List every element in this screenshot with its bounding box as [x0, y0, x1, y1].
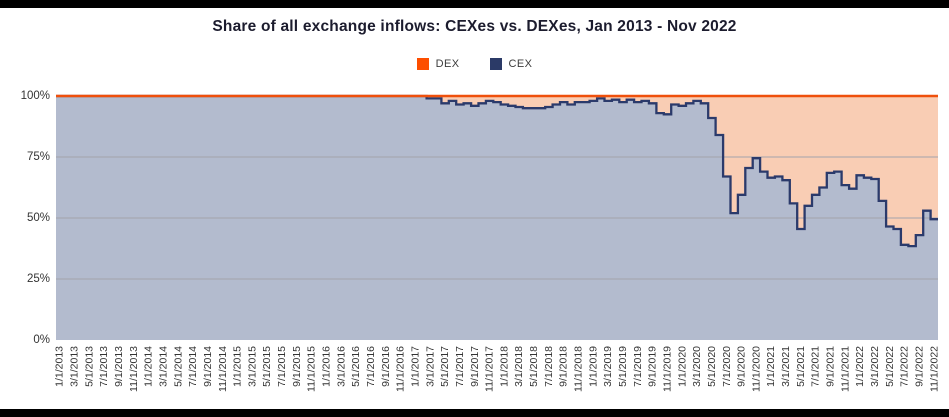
x-tick-label: 11/1/2019: [662, 346, 674, 392]
x-tick-label: 11/1/2016: [395, 346, 407, 392]
x-tick-label: 9/1/2013: [113, 346, 125, 387]
x-tick-label: 1/1/2014: [143, 346, 155, 387]
x-tick-label: 11/1/2018: [573, 346, 585, 392]
x-tick-label: 3/1/2017: [424, 346, 436, 387]
x-tick-label: 1/1/2020: [676, 346, 688, 387]
legend: DEX CEX: [0, 58, 949, 70]
x-tick-label: 9/1/2019: [647, 346, 659, 387]
x-tick-label: 11/1/2020: [750, 346, 762, 392]
x-tick-label: 3/1/2015: [246, 346, 258, 387]
x-tick-label: 1/1/2022: [854, 346, 866, 387]
x-tick-label: 7/1/2014: [187, 346, 199, 387]
x-tick-label: 7/1/2019: [632, 346, 644, 387]
x-tick-label: 5/1/2021: [795, 346, 807, 387]
x-tick-label: 1/1/2018: [498, 346, 510, 387]
x-tick-label: 11/1/2014: [217, 346, 229, 392]
x-tick-label: 3/1/2020: [691, 346, 703, 387]
x-tick-label: 1/1/2017: [410, 346, 422, 387]
x-tick-label: 3/1/2014: [158, 346, 170, 387]
legend-label-dex: DEX: [435, 58, 460, 70]
x-tick-label: 3/1/2022: [869, 346, 881, 387]
x-tick-label: 9/1/2014: [202, 346, 214, 387]
dex-swatch-icon: [416, 58, 429, 70]
x-tick-label: 5/1/2014: [172, 346, 184, 387]
y-tick-label: 0%: [33, 334, 50, 346]
x-tick-label: 3/1/2016: [335, 346, 347, 387]
x-tick-label: 3/1/2019: [602, 346, 614, 387]
x-tick-label: 11/1/2013: [128, 346, 140, 392]
x-tick-label: 9/1/2020: [736, 346, 748, 387]
legend-label-cex: CEX: [508, 58, 533, 70]
x-tick-label: 11/1/2021: [839, 346, 851, 392]
x-tick-label: 5/1/2022: [884, 346, 896, 387]
x-tick-label: 3/1/2013: [69, 346, 81, 387]
y-tick-label: 75%: [27, 151, 50, 163]
chart-canvas: 100%75%50%25%0%1/1/2013 3/1/2013 5/1/2013 7…: [21, 90, 941, 392]
x-tick-label: 5/1/2013: [83, 346, 95, 387]
x-tick-label: 7/1/2018: [543, 346, 555, 387]
x-tick-label: 1/1/2021: [765, 346, 777, 387]
x-tick-label: 5/1/2015: [261, 346, 273, 387]
legend-item-cex: CEX: [489, 58, 533, 70]
x-tick-label: 11/1/2022: [928, 346, 940, 392]
x-tick-label: 9/1/2015: [291, 346, 303, 387]
x-tick-label: 9/1/2022: [914, 346, 926, 387]
chart-title: Share of all exchange inflows: CEXes vs.…: [212, 18, 737, 35]
x-tick-label: 7/1/2013: [98, 346, 110, 387]
x-tick-label: 9/1/2021: [825, 346, 837, 387]
x-tick-label: 9/1/2017: [469, 346, 481, 387]
y-tick-label: 25%: [27, 273, 50, 285]
x-tick-label: 5/1/2018: [528, 346, 540, 387]
x-tick-label: 5/1/2017: [439, 346, 451, 387]
x-tick-label: 9/1/2016: [380, 346, 392, 387]
x-tick-label: 1/1/2019: [587, 346, 599, 387]
x-tick-label: 11/1/2017: [484, 346, 496, 392]
y-tick-label: 50%: [27, 212, 50, 224]
x-tick-label: 11/1/2015: [306, 346, 318, 392]
x-tick-label: 5/1/2016: [350, 346, 362, 387]
x-tick-label: 3/1/2021: [780, 346, 792, 387]
x-tick-label: 5/1/2019: [617, 346, 629, 387]
x-tick-label: 3/1/2018: [513, 346, 525, 387]
y-tick-label: 100%: [21, 90, 50, 102]
x-tick-label: 7/1/2017: [454, 346, 466, 387]
cex-swatch-icon: [489, 58, 502, 70]
x-tick-label: 1/1/2016: [321, 346, 333, 387]
x-tick-label: 1/1/2013: [54, 346, 66, 387]
x-tick-label: 7/1/2015: [276, 346, 288, 387]
x-tick-label: 5/1/2020: [706, 346, 718, 387]
x-tick-label: 7/1/2020: [721, 346, 733, 387]
x-tick-label: 7/1/2021: [810, 346, 822, 387]
x-tick-label: 7/1/2016: [365, 346, 377, 387]
x-tick-label: 1/1/2015: [232, 346, 244, 387]
x-tick-label: 9/1/2018: [558, 346, 570, 387]
legend-item-dex: DEX: [416, 58, 460, 70]
x-tick-label: 7/1/2022: [899, 346, 911, 387]
